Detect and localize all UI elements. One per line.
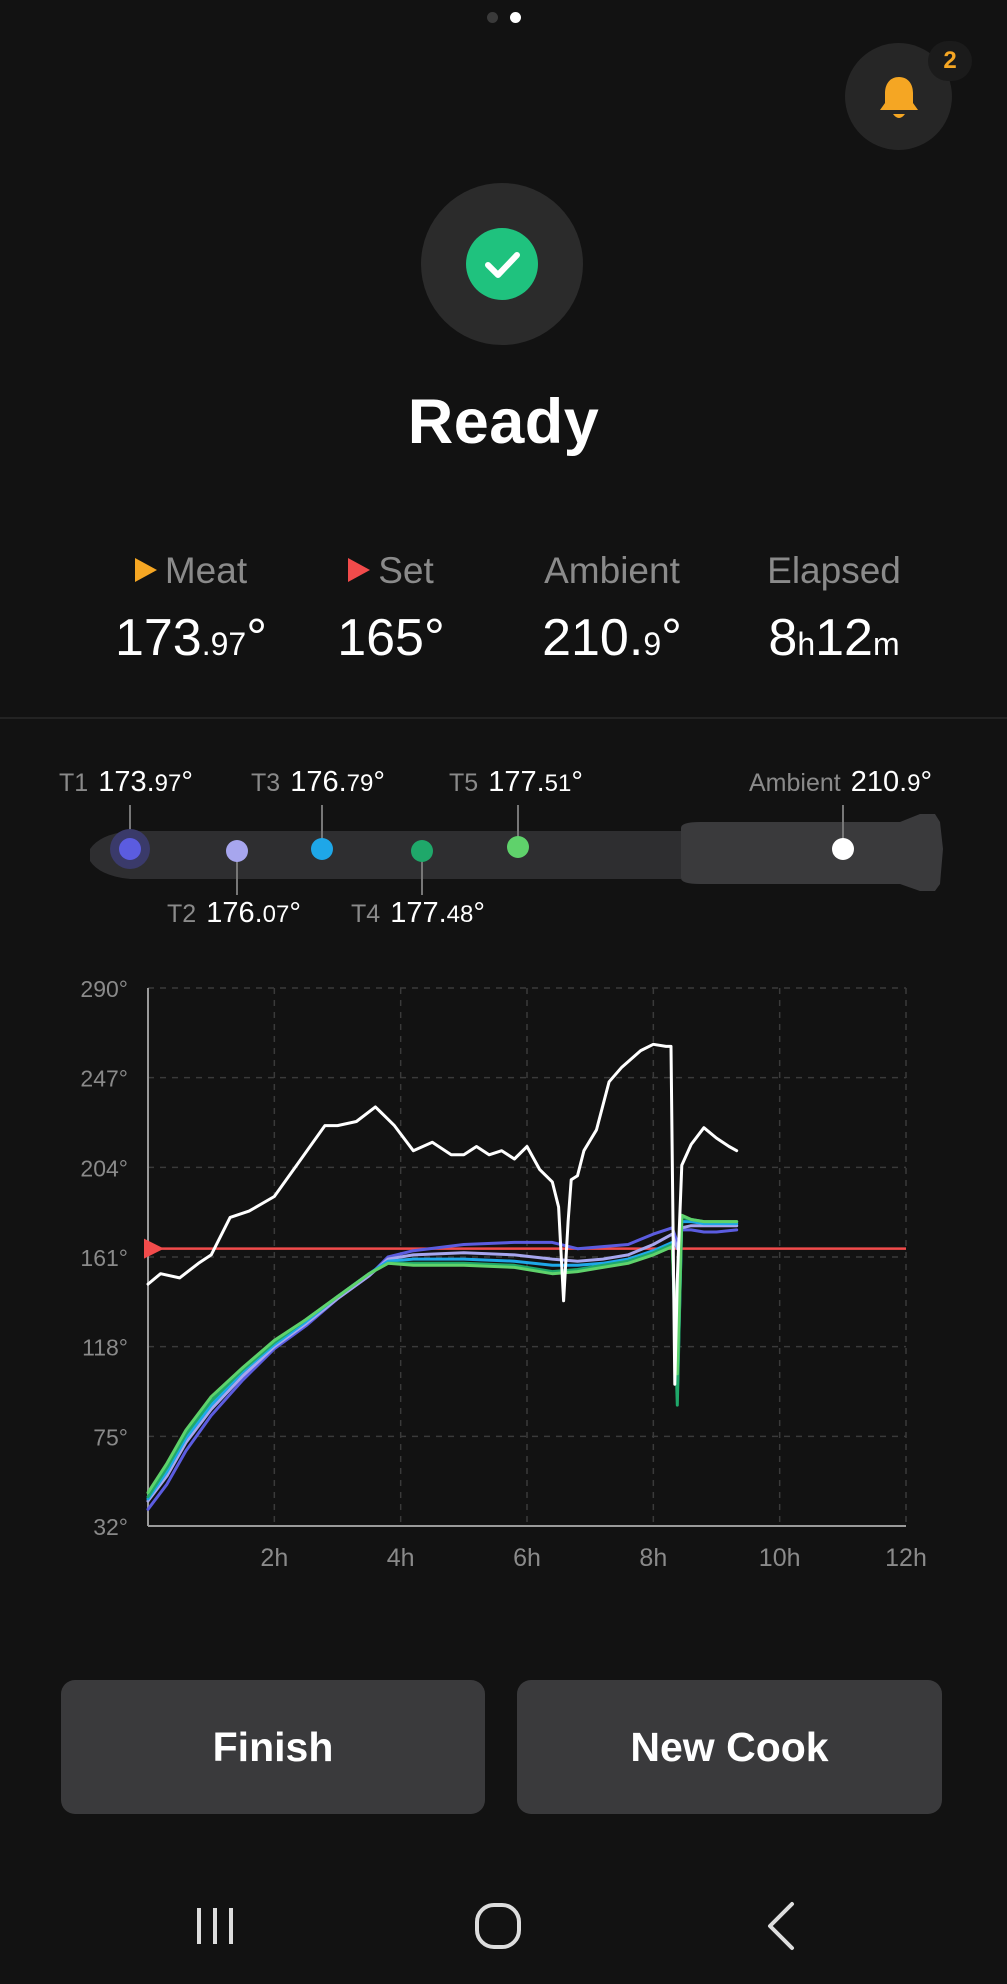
set-temperature-line xyxy=(144,1238,906,1259)
x-tick-label: 8h xyxy=(639,1544,667,1572)
sensor-t3-label: T3 176.79° xyxy=(251,766,385,798)
y-tick-label: 32° xyxy=(93,1514,128,1540)
stat-set-label: Set xyxy=(378,550,434,591)
stat-ambient: Ambient 210.9° xyxy=(497,550,727,668)
home-icon[interactable] xyxy=(470,1898,526,1954)
system-navbar xyxy=(0,1880,1007,1980)
sensor-t4-dot[interactable] xyxy=(411,840,433,862)
x-tick-label: 2h xyxy=(260,1544,288,1572)
probe-body xyxy=(90,831,681,879)
stat-elapsed-label: Elapsed xyxy=(767,550,901,591)
probe-handle xyxy=(681,814,943,891)
sensor-t1-label: T1 173.97° xyxy=(59,766,193,798)
stat-elapsed: Elapsed 8h12m xyxy=(719,550,949,668)
check-icon xyxy=(466,228,538,300)
sensor-t3-dot[interactable] xyxy=(311,838,333,860)
probe-diagram xyxy=(90,805,943,895)
sensor-t2-dot[interactable] xyxy=(226,840,248,862)
stat-meat: Meat 173.97° xyxy=(114,550,268,667)
back-icon[interactable] xyxy=(762,1900,802,1952)
status-indicator xyxy=(421,183,583,345)
divider xyxy=(0,717,1007,719)
temperature-chart: 290° 247° 204° 161° 118° 75° 32° 2h 4h 6h 8h 10h 12… xyxy=(80,976,926,1572)
y-tick-label: 290° xyxy=(80,976,128,1002)
x-tick-label: 12h xyxy=(885,1544,927,1572)
y-tick-label: 75° xyxy=(93,1424,128,1450)
stat-elapsed-hours: 8 xyxy=(768,609,798,667)
page-indicator xyxy=(0,10,1007,28)
series-line-2 xyxy=(146,1224,739,1503)
stat-meat-label: Meat xyxy=(164,550,248,591)
sensor-t4-label: T4 177.48° xyxy=(351,897,485,929)
sensor-t5-dot[interactable] xyxy=(507,836,529,858)
sensor-t5-label: T5 177.51° xyxy=(449,766,583,798)
finish-button[interactable]: Finish xyxy=(61,1680,485,1814)
x-tick-label: 4h xyxy=(387,1544,415,1572)
sensor-ambient-label: Ambient 210.9° xyxy=(749,766,933,798)
page-dot-1[interactable] xyxy=(486,12,498,23)
x-tick-label: 6h xyxy=(513,1544,541,1572)
series-line-0 xyxy=(146,1042,739,1386)
series-line-5 xyxy=(146,1213,739,1495)
y-axis-ticks: 290° 247° 204° 161° 118° 75° 32° xyxy=(80,976,128,1540)
stat-elapsed-minutes: 12 xyxy=(815,609,873,667)
y-tick-label: 161° xyxy=(80,1245,128,1271)
set-line-marker xyxy=(144,1238,164,1259)
x-axis-ticks: 2h 4h 6h 8h 10h 12h xyxy=(260,1544,926,1572)
stat-set-value: 165 xyxy=(337,609,424,667)
y-tick-label: 204° xyxy=(80,1155,128,1181)
series-line-1 xyxy=(146,1226,739,1511)
y-tick-label: 118° xyxy=(82,1335,128,1361)
notification-count: 2 xyxy=(928,41,972,81)
stat-ambient-value: 210. xyxy=(542,609,644,667)
sensor-t2-label: T2 176.07° xyxy=(167,897,301,929)
notifications-button[interactable] xyxy=(845,43,952,150)
sensor-t1-dot[interactable] xyxy=(119,838,141,860)
x-tick-label: 10h xyxy=(759,1544,801,1572)
y-tick-label: 247° xyxy=(80,1066,128,1092)
stat-meat-value: 173 xyxy=(114,609,202,667)
stat-set: Set 165° xyxy=(337,550,445,667)
set-marker-icon xyxy=(348,558,371,583)
status-title: Ready xyxy=(407,387,600,457)
sensor-ambient-dot[interactable] xyxy=(832,838,854,860)
page-dot-2[interactable] xyxy=(509,12,521,23)
bell-icon xyxy=(880,77,918,118)
chart-series xyxy=(146,1042,739,1511)
meat-marker-icon xyxy=(134,558,157,583)
recents-icon[interactable] xyxy=(189,1902,241,1950)
stat-ambient-label: Ambient xyxy=(544,550,680,591)
new-cook-button[interactable]: New Cook xyxy=(517,1680,942,1814)
